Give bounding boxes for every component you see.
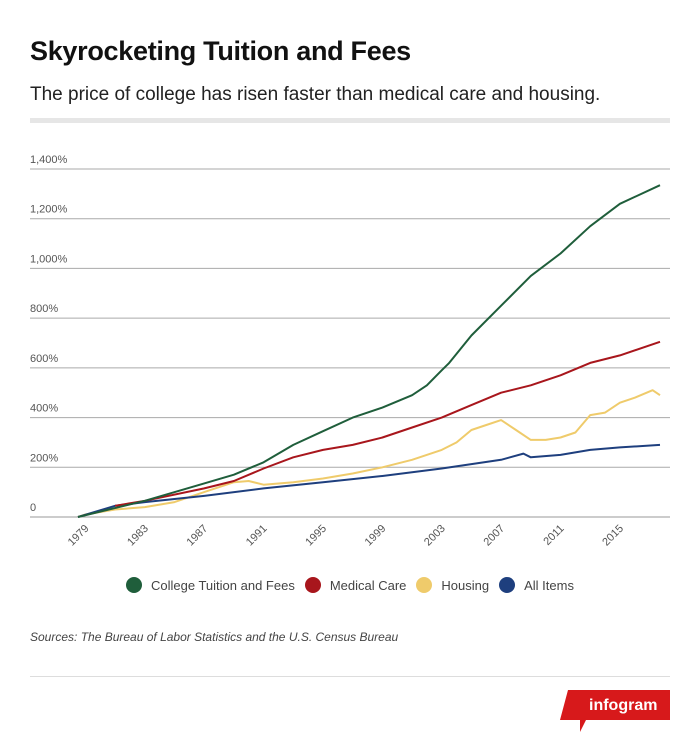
legend-item[interactable]: All Items — [499, 577, 574, 593]
y-tick-label: 0 — [30, 502, 36, 514]
legend-label: All Items — [524, 577, 574, 593]
x-tick-label: 1995 — [303, 523, 329, 549]
legend-item[interactable]: College Tuition and Fees — [126, 577, 295, 593]
legend-item[interactable]: Medical Care — [304, 577, 407, 593]
series-line-all-items — [77, 443, 661, 518]
infogram-logo[interactable] — [560, 690, 670, 732]
legend: College Tuition and Fees Medical Care Hous… — [0, 577, 700, 593]
legend-label: Housing — [441, 577, 490, 593]
chart-title: Skyrocketing Tuition and Fees — [30, 36, 411, 66]
y-tick-label: 400% — [30, 403, 58, 415]
legend-swatch — [126, 577, 143, 593]
x-tick-label: 2015 — [600, 523, 626, 549]
x-tick-label: 1991 — [244, 523, 270, 549]
y-tick-label: 1,000% — [30, 253, 68, 265]
divider — [30, 676, 670, 677]
legend-label: College Tuition and Fees — [151, 577, 295, 593]
x-tick-label: 1999 — [363, 523, 389, 549]
x-tick-label: 2003 — [422, 523, 448, 549]
chart-subtitle: The price of college has risen faster th… — [30, 84, 601, 105]
legend-item[interactable]: Housing — [416, 577, 489, 593]
y-tick-label: 1,200% — [30, 204, 68, 216]
line-chart: 0 200% 400% 600% 800% 1,000% 1,200% 1,400% 1979 1… — [30, 154, 670, 549]
series-line-housing — [77, 389, 661, 518]
y-tick-label: 600% — [30, 353, 58, 365]
series-line-medical-care — [114, 340, 661, 507]
series-line-college-tuition-and-fees — [77, 184, 661, 518]
y-tick-label: 200% — [30, 452, 58, 464]
legend-swatch — [499, 577, 516, 593]
x-tick-label: 2011 — [541, 523, 566, 548]
y-tick-label: 1,400% — [30, 154, 68, 166]
source-note: Sources: The Bureau of Labor Statistics … — [30, 630, 399, 644]
legend-swatch — [304, 577, 321, 593]
x-tick-label: 1979 — [66, 523, 92, 549]
divider — [30, 118, 670, 123]
logo-text: infogram — [589, 697, 658, 714]
legend-swatch — [416, 577, 433, 593]
legend-label: Medical Care — [329, 577, 407, 593]
x-tick-label: 1987 — [185, 523, 211, 549]
x-tick-label: 1983 — [125, 523, 151, 549]
y-tick-label: 800% — [30, 303, 58, 315]
x-tick-label: 2007 — [481, 523, 507, 549]
